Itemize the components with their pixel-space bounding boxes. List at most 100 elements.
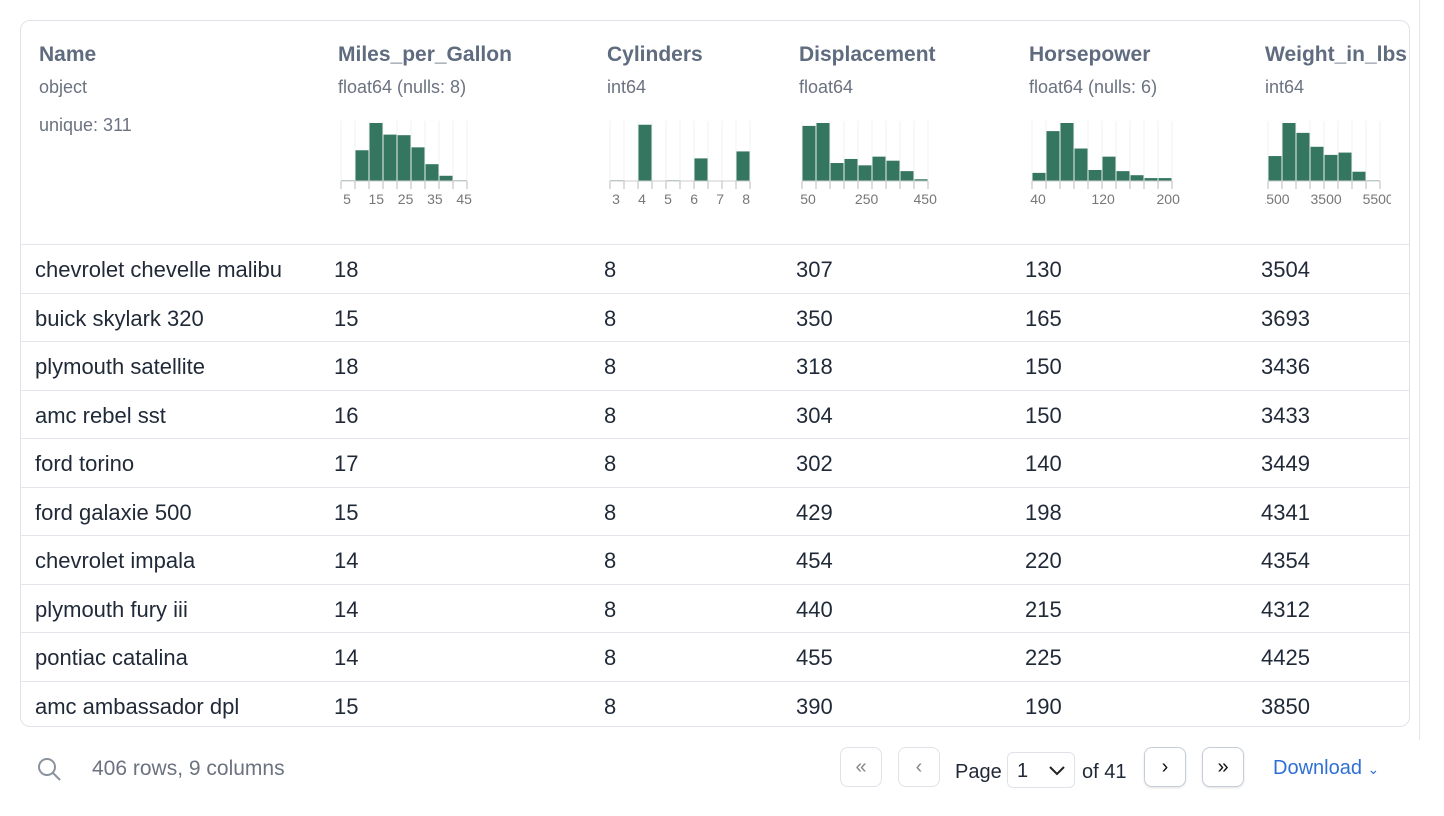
table-row[interactable]: chevrolet impala 14 8 454 220 4354 bbox=[21, 536, 1409, 585]
table-cell[interactable]: 8 bbox=[604, 548, 617, 573]
table-cell[interactable]: 307 bbox=[796, 257, 833, 282]
table-cell[interactable]: 140 bbox=[1025, 451, 1062, 476]
table-cell[interactable]: 130 bbox=[1025, 257, 1062, 282]
table-cell[interactable]: 8 bbox=[604, 693, 617, 719]
table-cell[interactable]: amc ambassador dpl bbox=[35, 693, 240, 719]
last-page-button[interactable]: » bbox=[1202, 747, 1244, 787]
table-cell[interactable]: 4312 bbox=[1261, 596, 1310, 622]
next-page-button[interactable]: › bbox=[1144, 747, 1186, 787]
table-cell[interactable]: 215 bbox=[1025, 596, 1062, 622]
table-cell[interactable]: 225 bbox=[1025, 645, 1062, 670]
histogram-bar[interactable] bbox=[886, 160, 900, 181]
table-cell[interactable]: 4341 bbox=[1261, 499, 1310, 525]
histogram-bar[interactable] bbox=[355, 150, 369, 181]
table-cell[interactable]: 18 bbox=[334, 354, 359, 379]
table-cell[interactable]: 8 bbox=[604, 499, 617, 525]
table-row[interactable]: plymouth satellite 18 8 318 150 3436 bbox=[21, 342, 1409, 391]
table-row[interactable]: amc ambassador dpl 15 8 390 190 3850 bbox=[21, 682, 1409, 727]
histogram-bar[interactable] bbox=[1158, 178, 1172, 181]
histogram-bar[interactable] bbox=[1116, 171, 1130, 181]
table-row[interactable]: pontiac catalina 14 8 455 225 4425 bbox=[21, 633, 1409, 682]
table-cell[interactable]: 302 bbox=[796, 451, 833, 476]
table-cell[interactable]: 16 bbox=[334, 402, 359, 428]
table-cell[interactable]: 8 bbox=[604, 451, 617, 476]
table-cell[interactable]: 4354 bbox=[1261, 548, 1310, 573]
table-cell[interactable]: 304 bbox=[796, 402, 833, 428]
histogram-bar[interactable] bbox=[369, 123, 383, 181]
histogram-bar[interactable] bbox=[1130, 175, 1144, 181]
table-cell[interactable]: 15 bbox=[334, 499, 359, 525]
table-cell[interactable]: 8 bbox=[604, 354, 617, 379]
table-cell[interactable]: amc rebel sst bbox=[35, 402, 166, 428]
table-cell[interactable]: 8 bbox=[604, 596, 617, 622]
table-cell[interactable]: 8 bbox=[604, 257, 617, 282]
first-page-button[interactable]: « bbox=[840, 747, 882, 787]
table-cell[interactable]: 4425 bbox=[1261, 645, 1310, 670]
table-cell[interactable]: 15 bbox=[334, 693, 359, 719]
histogram-bar[interactable] bbox=[397, 135, 411, 181]
histogram-bar[interactable] bbox=[872, 156, 886, 181]
histogram-bar[interactable] bbox=[1352, 171, 1366, 181]
table-cell[interactable]: plymouth satellite bbox=[35, 354, 205, 379]
histogram-bar[interactable] bbox=[383, 134, 397, 181]
table-cell[interactable]: 8 bbox=[604, 645, 617, 670]
histogram-bar[interactable] bbox=[411, 147, 425, 181]
histogram-bar[interactable] bbox=[1338, 152, 1352, 181]
histogram-bar[interactable] bbox=[816, 123, 830, 181]
histogram-bar[interactable] bbox=[1088, 169, 1102, 181]
table-row[interactable]: ford torino 17 8 302 140 3449 bbox=[21, 439, 1409, 488]
table-row[interactable]: chevrolet chevelle malibu 18 8 307 130 3504 bbox=[21, 245, 1409, 294]
table-cell[interactable]: plymouth fury iii bbox=[35, 596, 188, 622]
table-cell[interactable]: 18 bbox=[334, 257, 359, 282]
table-row[interactable]: amc rebel sst 16 8 304 150 3433 bbox=[21, 391, 1409, 439]
table-row[interactable]: plymouth fury iii 14 8 440 215 4312 bbox=[21, 585, 1409, 633]
histogram-bar[interactable] bbox=[736, 151, 750, 181]
search-icon[interactable] bbox=[36, 756, 64, 784]
histogram-bar[interactable] bbox=[858, 165, 872, 181]
scrollbar[interactable] bbox=[1419, 0, 1420, 740]
table-cell[interactable]: 165 bbox=[1025, 305, 1062, 331]
table-cell[interactable]: 455 bbox=[796, 645, 833, 670]
histogram-bar[interactable] bbox=[1268, 156, 1282, 181]
histogram-bar[interactable] bbox=[802, 125, 816, 181]
table-cell[interactable]: 3693 bbox=[1261, 305, 1310, 331]
table-cell[interactable]: 14 bbox=[334, 596, 359, 622]
histogram-bar[interactable] bbox=[830, 163, 844, 181]
table-cell[interactable]: 150 bbox=[1025, 354, 1062, 379]
table-row[interactable]: buick skylark 320 15 8 350 165 3693 bbox=[21, 294, 1409, 342]
table-cell[interactable]: 14 bbox=[334, 645, 359, 670]
histogram-bar[interactable] bbox=[638, 124, 652, 181]
histogram-bar[interactable] bbox=[1144, 178, 1158, 181]
table-cell[interactable]: 198 bbox=[1025, 499, 1062, 525]
histogram-bar[interactable] bbox=[439, 175, 453, 181]
table-cell[interactable]: 440 bbox=[796, 596, 833, 622]
histogram-bar[interactable] bbox=[844, 158, 858, 181]
histogram-bar[interactable] bbox=[1032, 172, 1046, 181]
previous-page-button[interactable]: ‹ bbox=[898, 747, 940, 787]
table-cell[interactable]: 190 bbox=[1025, 693, 1062, 719]
table-cell[interactable]: 350 bbox=[796, 305, 833, 331]
histogram-bar[interactable] bbox=[1296, 132, 1310, 181]
table-cell[interactable]: ford torino bbox=[35, 451, 135, 476]
table-cell[interactable]: 8 bbox=[604, 402, 617, 428]
table-cell[interactable]: 3504 bbox=[1261, 257, 1310, 282]
histogram-bar[interactable] bbox=[1074, 148, 1088, 181]
histogram-bar[interactable] bbox=[1060, 123, 1074, 181]
histogram-bar[interactable] bbox=[425, 164, 439, 181]
histogram-bar[interactable] bbox=[1324, 154, 1338, 181]
histogram-bar[interactable] bbox=[914, 179, 928, 181]
page-select[interactable]: 1 bbox=[1007, 752, 1075, 788]
table-cell[interactable]: 220 bbox=[1025, 548, 1062, 573]
table-cell[interactable]: 3436 bbox=[1261, 354, 1310, 379]
histogram-bar[interactable] bbox=[694, 158, 708, 181]
histogram-bar[interactable] bbox=[1310, 146, 1324, 181]
table-cell[interactable]: buick skylark 320 bbox=[35, 305, 204, 331]
table-cell[interactable]: ford galaxie 500 bbox=[35, 499, 192, 525]
table-cell[interactable]: 17 bbox=[334, 451, 359, 476]
table-cell[interactable]: 390 bbox=[796, 693, 833, 719]
table-cell[interactable]: 15 bbox=[334, 305, 359, 331]
table-cell[interactable]: chevrolet impala bbox=[35, 548, 196, 573]
table-cell[interactable]: pontiac catalina bbox=[35, 645, 188, 670]
table-cell[interactable]: 3850 bbox=[1261, 693, 1310, 719]
download-button[interactable]: Download ⌄ bbox=[1273, 757, 1379, 780]
